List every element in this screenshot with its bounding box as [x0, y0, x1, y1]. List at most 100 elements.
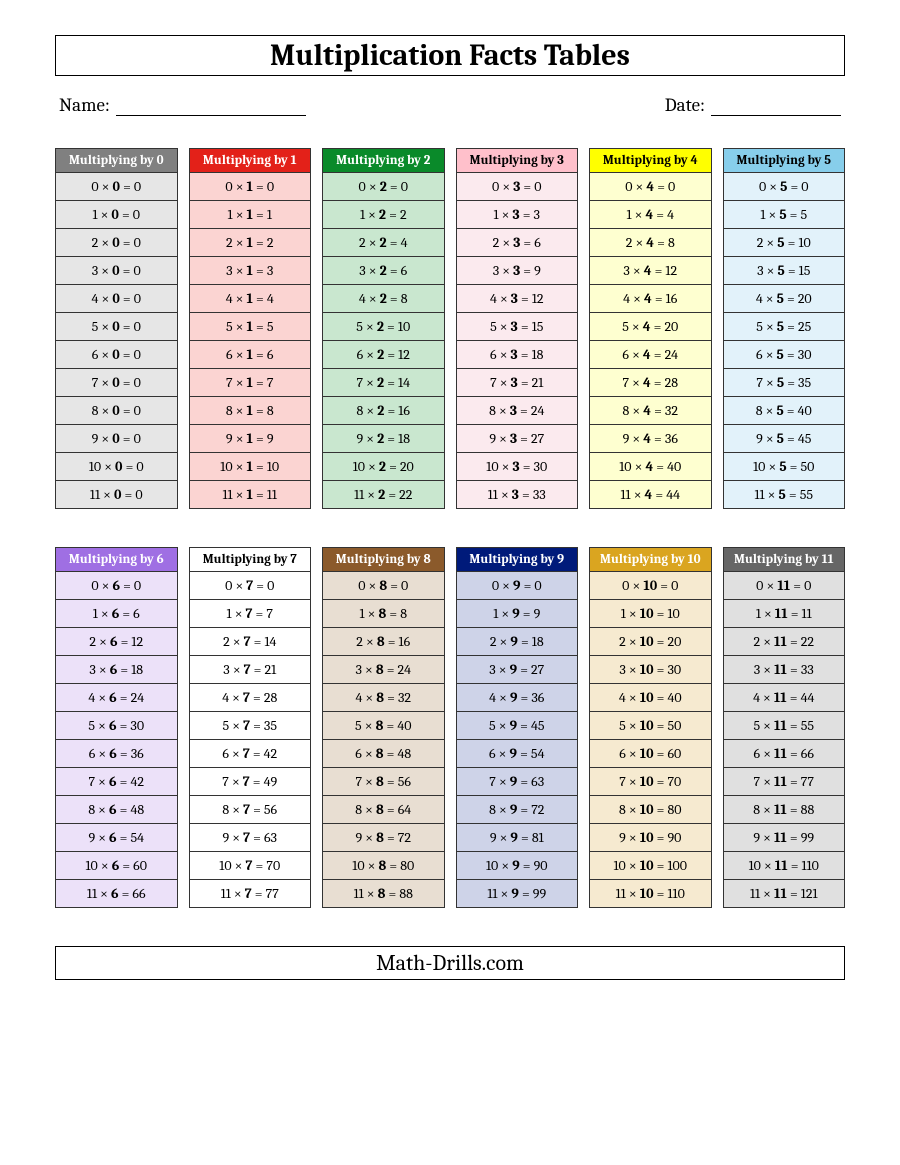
- mult-fact-cell: 0 × 4 = 0: [589, 173, 712, 201]
- mult-fact-cell: 6 × 4 = 24: [589, 341, 712, 369]
- mult-table-header: Multiplying by 9: [456, 547, 579, 572]
- mult-table-5: Multiplying by 50 × 5 = 01 × 5 = 52 × 5 …: [723, 148, 846, 509]
- mult-fact-cell: 11 × 3 = 33: [456, 481, 579, 509]
- mult-fact-cell: 3 × 4 = 12: [589, 257, 712, 285]
- mult-fact-cell: 0 × 9 = 0: [456, 572, 579, 600]
- mult-fact-cell: 7 × 3 = 21: [456, 369, 579, 397]
- mult-fact-cell: 11 × 11 = 121: [723, 880, 846, 908]
- mult-fact-cell: 4 × 3 = 12: [456, 285, 579, 313]
- mult-fact-cell: 11 × 0 = 0: [55, 481, 178, 509]
- mult-fact-cell: 9 × 5 = 45: [723, 425, 846, 453]
- mult-fact-cell: 9 × 2 = 18: [322, 425, 445, 453]
- mult-fact-cell: 0 × 8 = 0: [322, 572, 445, 600]
- mult-fact-cell: 2 × 10 = 20: [589, 628, 712, 656]
- mult-fact-cell: 4 × 11 = 44: [723, 684, 846, 712]
- mult-fact-cell: 6 × 7 = 42: [189, 740, 312, 768]
- mult-fact-cell: 0 × 7 = 0: [189, 572, 312, 600]
- mult-fact-cell: 8 × 7 = 56: [189, 796, 312, 824]
- tables-block-bottom: Multiplying by 60 × 6 = 01 × 6 = 62 × 6 …: [55, 547, 845, 908]
- mult-fact-cell: 7 × 11 = 77: [723, 768, 846, 796]
- mult-table-header: Multiplying by 11: [723, 547, 846, 572]
- mult-fact-cell: 4 × 8 = 32: [322, 684, 445, 712]
- mult-fact-cell: 3 × 5 = 15: [723, 257, 846, 285]
- date-blank-line[interactable]: [711, 98, 841, 116]
- mult-fact-cell: 11 × 6 = 66: [55, 880, 178, 908]
- mult-table-1: Multiplying by 10 × 1 = 01 × 1 = 12 × 1 …: [189, 148, 312, 509]
- mult-table-header: Multiplying by 3: [456, 148, 579, 173]
- mult-fact-cell: 2 × 5 = 10: [723, 229, 846, 257]
- mult-fact-cell: 3 × 3 = 9: [456, 257, 579, 285]
- mult-table-11: Multiplying by 110 × 11 = 01 × 11 = 112 …: [723, 547, 846, 908]
- mult-fact-cell: 10 × 8 = 80: [322, 852, 445, 880]
- mult-fact-cell: 4 × 7 = 28: [189, 684, 312, 712]
- mult-fact-cell: 0 × 6 = 0: [55, 572, 178, 600]
- mult-fact-cell: 3 × 10 = 30: [589, 656, 712, 684]
- mult-table-2: Multiplying by 20 × 2 = 01 × 2 = 22 × 2 …: [322, 148, 445, 509]
- mult-fact-cell: 4 × 10 = 40: [589, 684, 712, 712]
- mult-fact-cell: 5 × 1 = 5: [189, 313, 312, 341]
- mult-fact-cell: 10 × 5 = 50: [723, 453, 846, 481]
- mult-fact-cell: 11 × 4 = 44: [589, 481, 712, 509]
- mult-fact-cell: 11 × 2 = 22: [322, 481, 445, 509]
- mult-fact-cell: 10 × 0 = 0: [55, 453, 178, 481]
- mult-fact-cell: 8 × 6 = 48: [55, 796, 178, 824]
- mult-fact-cell: 3 × 2 = 6: [322, 257, 445, 285]
- mult-fact-cell: 7 × 6 = 42: [55, 768, 178, 796]
- mult-fact-cell: 9 × 3 = 27: [456, 425, 579, 453]
- mult-table-header: Multiplying by 7: [189, 547, 312, 572]
- mult-fact-cell: 11 × 7 = 77: [189, 880, 312, 908]
- mult-fact-cell: 5 × 4 = 20: [589, 313, 712, 341]
- mult-fact-cell: 0 × 3 = 0: [456, 173, 579, 201]
- mult-fact-cell: 8 × 8 = 64: [322, 796, 445, 824]
- mult-fact-cell: 6 × 6 = 36: [55, 740, 178, 768]
- name-blank-line[interactable]: [116, 98, 306, 116]
- mult-table-4: Multiplying by 40 × 4 = 01 × 4 = 42 × 4 …: [589, 148, 712, 509]
- mult-fact-cell: 8 × 10 = 80: [589, 796, 712, 824]
- mult-fact-cell: 1 × 6 = 6: [55, 600, 178, 628]
- mult-fact-cell: 9 × 10 = 90: [589, 824, 712, 852]
- mult-table-header: Multiplying by 6: [55, 547, 178, 572]
- tables-block-top: Multiplying by 00 × 0 = 01 × 0 = 02 × 0 …: [55, 148, 845, 509]
- mult-fact-cell: 1 × 1 = 1: [189, 201, 312, 229]
- mult-fact-cell: 6 × 5 = 30: [723, 341, 846, 369]
- mult-fact-cell: 3 × 11 = 33: [723, 656, 846, 684]
- mult-fact-cell: 4 × 9 = 36: [456, 684, 579, 712]
- name-field: Name:: [59, 94, 306, 116]
- mult-fact-cell: 1 × 7 = 7: [189, 600, 312, 628]
- mult-fact-cell: 0 × 10 = 0: [589, 572, 712, 600]
- mult-fact-cell: 9 × 4 = 36: [589, 425, 712, 453]
- mult-fact-cell: 9 × 9 = 81: [456, 824, 579, 852]
- mult-fact-cell: 3 × 7 = 21: [189, 656, 312, 684]
- mult-fact-cell: 5 × 0 = 0: [55, 313, 178, 341]
- mult-table-6: Multiplying by 60 × 6 = 01 × 6 = 62 × 6 …: [55, 547, 178, 908]
- mult-fact-cell: 7 × 8 = 56: [322, 768, 445, 796]
- mult-fact-cell: 9 × 8 = 72: [322, 824, 445, 852]
- mult-fact-cell: 8 × 9 = 72: [456, 796, 579, 824]
- mult-table-3: Multiplying by 30 × 3 = 01 × 3 = 32 × 3 …: [456, 148, 579, 509]
- mult-fact-cell: 6 × 1 = 6: [189, 341, 312, 369]
- mult-fact-cell: 7 × 4 = 28: [589, 369, 712, 397]
- mult-fact-cell: 5 × 10 = 50: [589, 712, 712, 740]
- mult-table-header: Multiplying by 1: [189, 148, 312, 173]
- mult-fact-cell: 0 × 2 = 0: [322, 173, 445, 201]
- mult-fact-cell: 0 × 11 = 0: [723, 572, 846, 600]
- mult-fact-cell: 7 × 2 = 14: [322, 369, 445, 397]
- mult-fact-cell: 1 × 4 = 4: [589, 201, 712, 229]
- mult-table-9: Multiplying by 90 × 9 = 01 × 9 = 92 × 9 …: [456, 547, 579, 908]
- mult-fact-cell: 2 × 4 = 8: [589, 229, 712, 257]
- mult-fact-cell: 1 × 9 = 9: [456, 600, 579, 628]
- mult-fact-cell: 1 × 0 = 0: [55, 201, 178, 229]
- mult-fact-cell: 4 × 5 = 20: [723, 285, 846, 313]
- mult-fact-cell: 2 × 8 = 16: [322, 628, 445, 656]
- mult-fact-cell: 1 × 11 = 11: [723, 600, 846, 628]
- mult-fact-cell: 11 × 5 = 55: [723, 481, 846, 509]
- mult-fact-cell: 5 × 5 = 25: [723, 313, 846, 341]
- mult-fact-cell: 10 × 7 = 70: [189, 852, 312, 880]
- mult-fact-cell: 3 × 6 = 18: [55, 656, 178, 684]
- mult-table-header: Multiplying by 5: [723, 148, 846, 173]
- mult-fact-cell: 4 × 1 = 4: [189, 285, 312, 313]
- mult-fact-cell: 6 × 11 = 66: [723, 740, 846, 768]
- mult-fact-cell: 10 × 3 = 30: [456, 453, 579, 481]
- mult-table-header: Multiplying by 10: [589, 547, 712, 572]
- mult-fact-cell: 2 × 0 = 0: [55, 229, 178, 257]
